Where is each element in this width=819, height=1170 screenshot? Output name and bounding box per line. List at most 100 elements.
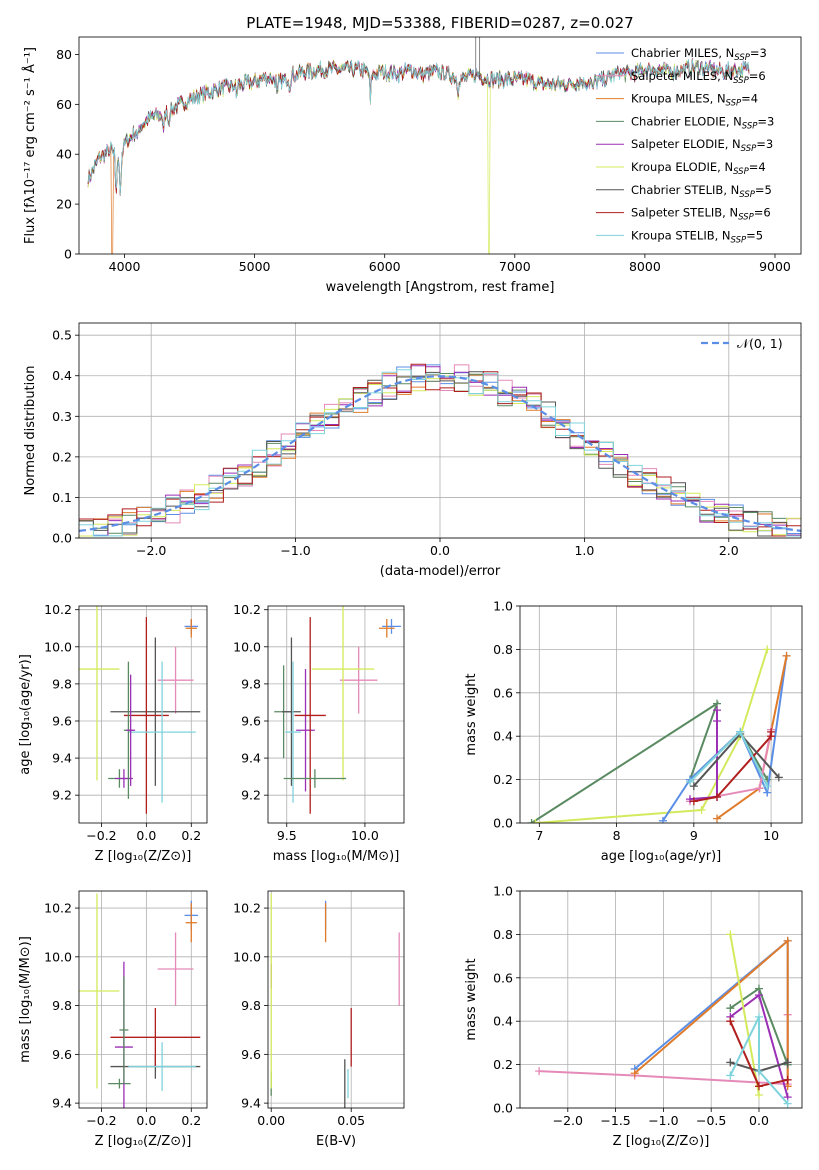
plus-marker bbox=[774, 773, 783, 782]
y-tick-label: 0 bbox=[64, 247, 72, 262]
plus-marker bbox=[754, 1012, 763, 1021]
plus-marker bbox=[754, 1082, 763, 1091]
y-tick-label: 0.2 bbox=[52, 449, 72, 464]
y-tick-label: 10.0 bbox=[44, 639, 72, 654]
plus-marker bbox=[685, 777, 694, 786]
x-tick-label: 8 bbox=[613, 828, 621, 843]
x-axis-label: mass [log₁₀(M/M⊙)] bbox=[273, 849, 400, 864]
y-axis-label: mass [log₁₀(M/M⊙)] bbox=[18, 936, 33, 1063]
y-tick-label: 10.0 bbox=[233, 949, 261, 964]
x-tick-label: 0.00 bbox=[257, 1113, 285, 1128]
x-tick-label: −0.5 bbox=[696, 1113, 726, 1128]
legend-label: Kroupa ELODIE, NSSP=4 bbox=[631, 160, 766, 177]
plot-age_vs_mass: 9.5 10.0 9.2 9.4 9.6 9.8 10.0 10.2 mass [log₁₀(M… bbox=[233, 602, 405, 864]
legend-label: Kroupa MILES, NSSP=4 bbox=[631, 92, 758, 109]
plus-marker bbox=[783, 1058, 792, 1067]
y-tick-label: 10.0 bbox=[233, 639, 261, 654]
x-tick-label: 0.2 bbox=[181, 828, 201, 843]
y-tick-label: 0.0 bbox=[493, 1101, 513, 1116]
x-tick-label: 7 bbox=[535, 828, 543, 843]
y-tick-label: 0.5 bbox=[52, 328, 72, 343]
x-tick-label: −2.0 bbox=[136, 543, 166, 558]
plus-marker bbox=[754, 1067, 763, 1076]
y-tick-label: 0.2 bbox=[493, 1057, 513, 1072]
y-tick-label: 0.6 bbox=[493, 685, 513, 700]
normal-reference-curve bbox=[79, 375, 801, 532]
x-axis-label: E(B-V) bbox=[316, 1134, 356, 1149]
plus-marker bbox=[713, 792, 722, 801]
x-tick-label: 2.0 bbox=[719, 543, 739, 558]
x-axis-label: (data-model)/error bbox=[380, 564, 501, 579]
y-tick-label: 9.6 bbox=[241, 1047, 261, 1062]
x-tick-label: −1.0 bbox=[648, 1113, 678, 1128]
plot-spectrum: 4000 5000 6000 7000 8000 9000 0 20 40 60 80 wavelen… bbox=[22, 36, 802, 295]
legend-label: Salpeter STELIB, NSSP=6 bbox=[631, 206, 771, 223]
x-tick-label: 10 bbox=[763, 828, 779, 843]
plus-marker bbox=[783, 936, 792, 945]
x-tick-label: 9000 bbox=[759, 259, 791, 274]
plus-marker bbox=[658, 816, 667, 823]
x-axis-label: Z [log₁₀(Z/Z⊙)] bbox=[95, 1134, 192, 1149]
y-tick-label: 1.0 bbox=[493, 884, 513, 899]
plus-marker bbox=[763, 782, 772, 791]
y-tick-label: 9.6 bbox=[241, 713, 261, 728]
plus-marker bbox=[535, 1067, 544, 1076]
plus-marker bbox=[726, 1071, 735, 1080]
plot-mass_vs_Z: −0.2 0.0 0.2 9.4 9.6 9.8 10.0 10.2 Z [log₁₀(Z/Z⊙… bbox=[18, 890, 208, 1149]
x-tick-label: 8000 bbox=[629, 259, 661, 274]
plot-age_vs_Z: −0.2 0.0 0.2 9.2 9.4 9.6 9.8 10.0 10.2 Z [log₁₀(Z… bbox=[18, 602, 208, 864]
plus-marker bbox=[713, 814, 722, 823]
x-tick-label: 4000 bbox=[109, 259, 141, 274]
x-tick-label: 0.05 bbox=[337, 1113, 365, 1128]
y-tick-label: 10.2 bbox=[44, 602, 72, 617]
spectrum-line bbox=[87, 59, 750, 196]
y-tick-label: 9.4 bbox=[241, 751, 261, 766]
legend-label: 𝒩(0, 1) bbox=[737, 336, 783, 351]
x-tick-label: 9.5 bbox=[277, 828, 297, 843]
plot-mass_vs_ebv: 0.00 0.05 9.4 9.6 9.8 10.0 10.2 E(B-V) bbox=[233, 890, 405, 1149]
x-tick-label: −1.0 bbox=[280, 543, 310, 558]
y-tick-label: 0.2 bbox=[493, 772, 513, 787]
plus-marker bbox=[763, 645, 772, 654]
spectrum-line bbox=[87, 59, 569, 254]
plus-marker bbox=[689, 797, 698, 806]
plus-marker bbox=[783, 1099, 792, 1108]
y-tick-label: 9.4 bbox=[52, 1096, 72, 1111]
axes-frame bbox=[78, 890, 208, 1109]
x-tick-label: 1.0 bbox=[574, 543, 594, 558]
y-tick-label: 0.1 bbox=[52, 490, 72, 505]
legend-label: Chabrier STELIB, NSSP=5 bbox=[631, 183, 772, 200]
x-tick-label: 9 bbox=[690, 828, 698, 843]
plus-marker bbox=[783, 1075, 792, 1084]
plus-marker bbox=[713, 706, 722, 715]
y-tick-label: 9.8 bbox=[241, 676, 261, 691]
plus-marker bbox=[531, 819, 540, 823]
x-axis-label: Z [log₁₀(Z/Z⊙)] bbox=[613, 1134, 710, 1149]
plot-massweight_vs_Z: −2.0 −1.5 −1.0 −0.5 0.0 0.0 0.2 0.4 0.6 0.8 1.0 Z [… bbox=[464, 884, 803, 1149]
x-tick-label: 0.0 bbox=[430, 543, 450, 558]
axes-frame bbox=[78, 605, 208, 824]
spectrum-line bbox=[87, 59, 750, 254]
plot-area bbox=[535, 930, 792, 1108]
y-tick-label: 10.2 bbox=[233, 901, 261, 916]
mass-weight-line bbox=[535, 649, 769, 823]
x-tick-label: 10.0 bbox=[351, 828, 379, 843]
mass-weight-line bbox=[729, 1016, 789, 1105]
y-axis-label: mass weight bbox=[464, 673, 479, 755]
plus-marker bbox=[755, 784, 764, 793]
y-tick-label: 0.0 bbox=[493, 816, 513, 831]
x-axis-label: age [log₁₀(age/yr)] bbox=[601, 849, 722, 864]
axes-frame bbox=[519, 605, 803, 824]
plus-marker bbox=[713, 717, 722, 726]
y-axis-label: mass weight bbox=[464, 958, 479, 1040]
y-tick-label: 0.4 bbox=[493, 729, 513, 744]
y-tick-label: 10.2 bbox=[44, 901, 72, 916]
plus-marker bbox=[726, 1017, 735, 1026]
axes-frame bbox=[78, 36, 802, 255]
y-tick-label: 9.4 bbox=[241, 1096, 261, 1111]
y-tick-label: 9.8 bbox=[52, 676, 72, 691]
legend-label: Salpeter ELODIE, NSSP=3 bbox=[631, 137, 773, 154]
plus-marker bbox=[754, 1090, 763, 1099]
y-tick-label: 1.0 bbox=[493, 599, 513, 614]
